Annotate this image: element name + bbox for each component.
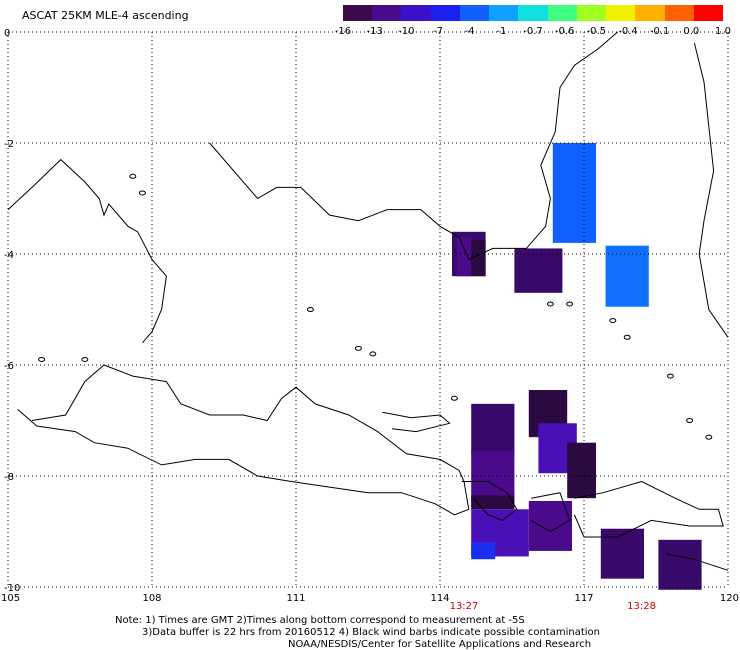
coastline (382, 411, 451, 433)
colorbar-label: -10 (398, 26, 415, 37)
colorbar (343, 5, 724, 21)
data-cell (605, 245, 649, 307)
island (81, 356, 89, 362)
data-cell (514, 248, 563, 293)
coastline (693, 42, 729, 338)
data-cell (471, 403, 515, 454)
island (38, 356, 46, 362)
colorbar-swatch (518, 5, 548, 21)
pass-time-label: 13:27 (450, 601, 479, 612)
data-cell (552, 143, 596, 243)
colorbar-swatch (635, 5, 665, 21)
island (686, 418, 694, 423)
pass-time-label: 13:28 (627, 601, 656, 612)
colorbar-swatch (576, 5, 607, 21)
island (354, 345, 362, 351)
island (369, 351, 377, 357)
island (609, 318, 617, 324)
data-cell (600, 528, 644, 579)
x-tick-label: 114 (430, 593, 449, 604)
y-tick-label: 0 (4, 28, 10, 39)
island (705, 434, 713, 440)
data-cell (466, 240, 486, 277)
note-line-2: 3)Data buffer is 22 hrs from 20160512 4)… (142, 627, 600, 638)
island (129, 173, 137, 179)
colorbar-label: -16 (334, 26, 352, 37)
y-tick-label: -6 (4, 361, 14, 372)
x-tick-label: 120 (720, 593, 739, 604)
x-tick-label: 111 (286, 593, 305, 604)
colorbar-swatch (547, 5, 577, 21)
island (306, 307, 314, 312)
coastline (17, 364, 470, 516)
y-tick-label: -2 (4, 139, 14, 150)
colorbar-swatch (430, 5, 460, 21)
colorbar-label: -0.1 (649, 26, 670, 37)
coastline (573, 480, 724, 538)
colorbar-swatch (664, 5, 694, 21)
x-tick-label: 108 (142, 593, 161, 604)
data-cell (471, 542, 496, 560)
island (138, 190, 146, 196)
colorbar-swatch (401, 5, 431, 21)
island (546, 301, 554, 307)
data-cell (528, 500, 572, 551)
colorbar-swatch (489, 5, 519, 21)
colorbar-label: 1.0 (715, 26, 731, 37)
data-cell (471, 495, 515, 510)
data-cell (658, 539, 702, 590)
coastline (7, 158, 167, 344)
colorbar-label: -13 (366, 26, 383, 37)
colorbar-swatch (343, 5, 373, 21)
island (666, 373, 674, 379)
y-tick-label: -8 (4, 472, 14, 483)
island (450, 395, 458, 401)
x-tick-label: 105 (1, 593, 20, 604)
data-cell (456, 237, 472, 277)
map-title: ASCAT 25KM MLE-4 ascending (22, 9, 189, 22)
island (623, 334, 631, 340)
colorbar-swatch (693, 5, 724, 21)
note-line-1: Note: 1) Times are GMT 2)Times along bot… (115, 615, 525, 626)
colorbar-swatch (606, 5, 636, 21)
colorbar-swatch (372, 5, 402, 21)
y-tick-label: -10 (4, 583, 20, 594)
colorbar-label: -1 (496, 26, 507, 37)
colorbar-gradient (343, 5, 724, 21)
colorbar-label: -4 (464, 26, 475, 37)
data-cell (567, 442, 596, 499)
coastline (209, 31, 618, 261)
colorbar-label: -7 (433, 26, 443, 37)
coastline (530, 492, 571, 533)
colorbar-label: 0.0 (683, 26, 700, 37)
note-line-3: NOAA/NESDIS/Center for Satellite Applica… (288, 639, 592, 650)
island (566, 301, 574, 307)
colorbar-swatch (459, 5, 490, 21)
x-tick-label: 117 (574, 593, 593, 604)
coastline (665, 553, 729, 571)
coastline (461, 481, 518, 521)
y-tick-label: -4 (4, 250, 14, 261)
